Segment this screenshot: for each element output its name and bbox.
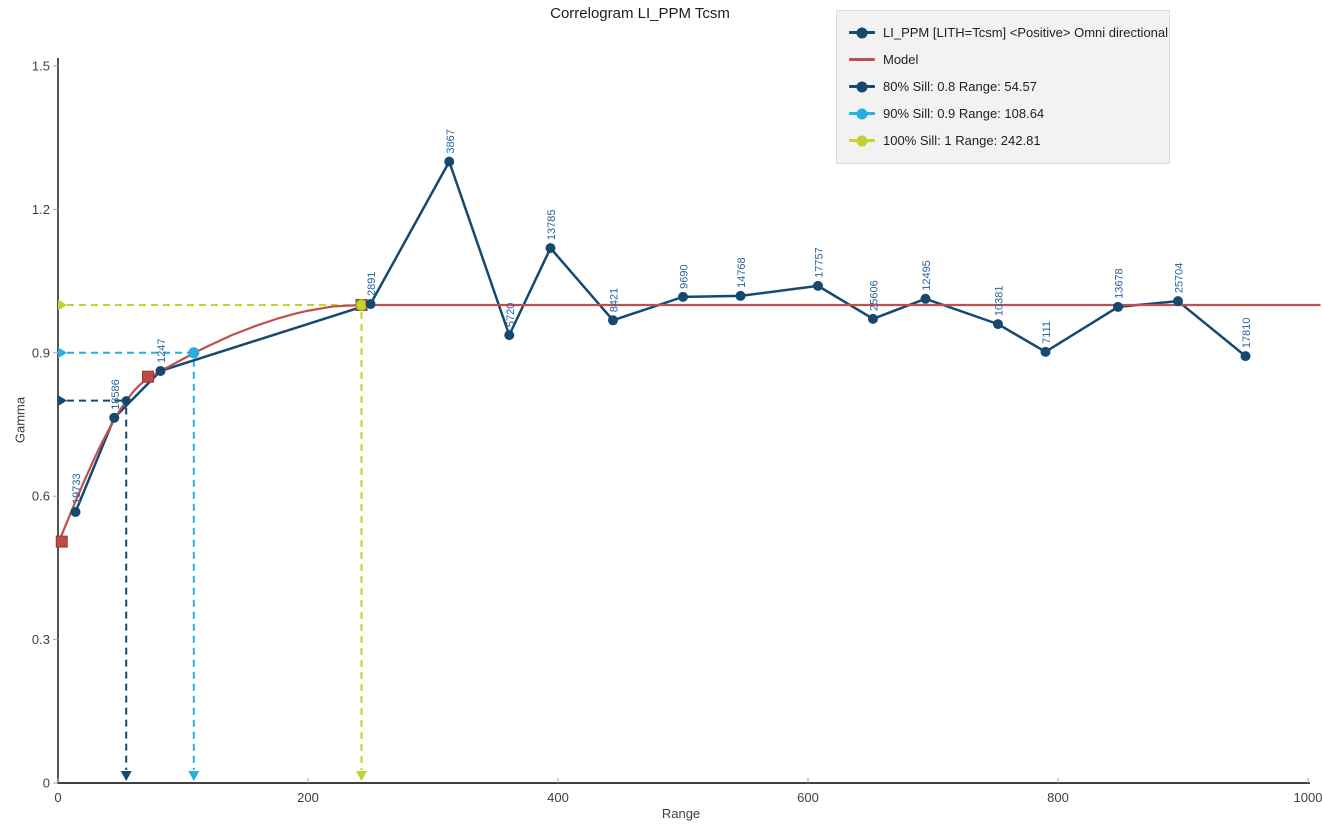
point-count-label: 7111 <box>1041 321 1053 344</box>
point-count-label: 19733 <box>71 473 83 504</box>
point-count-label: 14768 <box>736 257 748 288</box>
point-count-label: 1247 <box>156 338 168 362</box>
data-point <box>993 319 1003 330</box>
y-tick-label: 0.9 <box>32 345 50 360</box>
legend: LI_PPM [LITH=Tcsm] <Positive> Omni direc… <box>836 10 1170 164</box>
data-point <box>365 299 376 310</box>
legend-marker-sill-90-icon <box>849 107 875 121</box>
model-line <box>56 303 1321 545</box>
legend-marker-sill-80-icon <box>849 80 875 94</box>
point-count-label: 25606 <box>869 280 881 311</box>
point-count-label: 5720 <box>505 303 517 327</box>
data-point <box>1113 301 1123 312</box>
legend-label: Model <box>883 52 919 67</box>
point-count-label: 3867 <box>445 129 457 153</box>
y-tick-label: 1.2 <box>32 202 50 217</box>
data-point <box>1173 296 1183 307</box>
x-axis-title: Range <box>661 806 701 821</box>
y-tick-label: 0.3 <box>32 632 50 647</box>
data-point <box>109 412 120 423</box>
y-axis-title: Gamma <box>12 396 28 444</box>
x-tick-label: 0 <box>54 790 61 805</box>
x-tick-label: 600 <box>797 790 819 805</box>
x-tick-label: 1000 <box>1294 790 1322 805</box>
y-tick-label: 1.5 <box>32 59 50 74</box>
sill-axis-arrow-icon <box>58 299 67 311</box>
point-count-label: 9690 <box>679 264 691 288</box>
sill-axis-arrow-icon <box>58 395 67 407</box>
legend-marker-experimental-icon <box>849 26 875 40</box>
data-point <box>920 293 931 304</box>
legend-label: 90% Sill: 0.9 Range: 108.64 <box>883 106 1045 121</box>
legend-item-experimental: LI_PPM [LITH=Tcsm] <Positive> Omni direc… <box>849 19 1168 46</box>
point-count-label: 13785 <box>546 210 558 241</box>
point-count-label: 12495 <box>921 260 933 291</box>
sill-point-marker[interactable] <box>355 299 368 311</box>
legend-item-sill-100: 100% Sill: 1 Range: 242.81 <box>849 127 1157 154</box>
data-point <box>868 313 878 324</box>
point-count-label: 10381 <box>994 286 1006 317</box>
sill-axis-arrow-icon <box>58 347 67 359</box>
sill-point-marker[interactable] <box>121 396 131 406</box>
data-point <box>70 506 81 517</box>
point-count-label: 17810 <box>1241 318 1253 349</box>
x-tick-label: 800 <box>1047 790 1069 805</box>
data-point <box>608 315 618 326</box>
experimental-variogram-line <box>74 160 1247 513</box>
data-point <box>504 330 515 341</box>
legend-item-model: Model <box>849 46 1157 73</box>
sill-axis-arrow-icon <box>356 771 368 781</box>
legend-marker-sill-100-icon <box>849 134 875 148</box>
sill-axis-arrow-icon <box>120 771 132 781</box>
legend-item-sill-80: 80% Sill: 0.8 Range: 54.57 <box>849 73 1157 100</box>
data-point <box>735 290 746 301</box>
legend-item-sill-90: 90% Sill: 0.9 Range: 108.64 <box>849 100 1157 127</box>
chart-title: Correlogram LI_PPM Tcsm <box>550 5 730 22</box>
point-count-label: 25704 <box>1174 263 1186 294</box>
legend-label: 80% Sill: 0.8 Range: 54.57 <box>883 79 1037 94</box>
legend-marker-model-icon <box>849 53 875 67</box>
data-point <box>545 243 556 254</box>
data-point <box>813 280 823 291</box>
legend-label: 100% Sill: 1 Range: 242.81 <box>883 133 1041 148</box>
data-point <box>678 291 688 302</box>
data-point <box>1040 346 1051 357</box>
model-handle[interactable] <box>142 370 154 383</box>
point-count-label: 8421 <box>609 288 621 312</box>
point-count-label: 17757 <box>814 247 826 278</box>
sill-axis-arrow-icon <box>188 771 200 781</box>
sill-point-marker[interactable] <box>188 347 200 359</box>
data-point <box>444 156 455 167</box>
point-count-label: 18586 <box>110 379 122 410</box>
x-tick-label: 400 <box>547 790 569 805</box>
model-handle[interactable] <box>55 535 68 548</box>
legend-label: LI_PPM [LITH=Tcsm] <Positive> Omni direc… <box>883 25 1169 40</box>
point-count-label: 13678 <box>1114 268 1126 299</box>
data-point <box>1240 351 1251 362</box>
y-tick-label: 0.6 <box>32 489 50 504</box>
y-tick-label: 0 <box>43 776 50 791</box>
data-point <box>155 365 166 376</box>
point-count-label: 2891 <box>366 272 378 296</box>
x-tick-label: 200 <box>297 790 319 805</box>
